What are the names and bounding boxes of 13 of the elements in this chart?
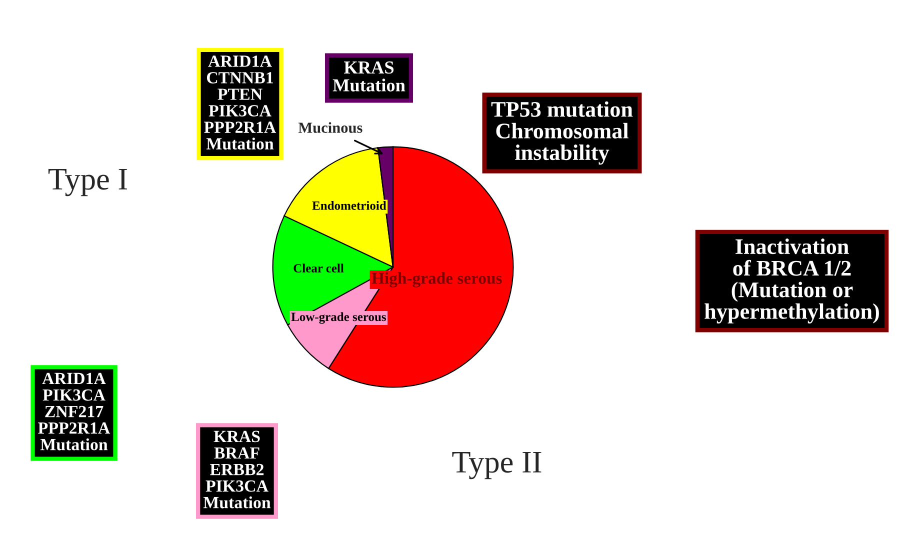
text: Type I xyxy=(48,168,128,196)
text: KRAS BRAF ERBB2 PIK3CA Mutation xyxy=(203,430,271,508)
text: ARID1A PIK3CA ZNF217 PPP2R1A Mutation xyxy=(38,372,110,450)
slice-label: Mucinous xyxy=(298,122,362,133)
slice-label: Clear cell xyxy=(294,264,344,272)
text: KRAS Mutation xyxy=(332,61,406,92)
slice-label: Low-grade serous xyxy=(291,312,386,324)
text: ARID1A CTNNB1 PTEN PIK3CA PPP2R1A Mutation xyxy=(204,56,276,150)
text: Inactivation of BRCA 1/2 (Mutation or hypermethylation) xyxy=(704,238,879,324)
text: Type II xyxy=(452,452,542,480)
text: TP53 mutation Chromosomal instability xyxy=(491,101,633,165)
slice-label: High-grade serous xyxy=(372,272,502,288)
slice-label: Endometrioid xyxy=(312,201,386,210)
